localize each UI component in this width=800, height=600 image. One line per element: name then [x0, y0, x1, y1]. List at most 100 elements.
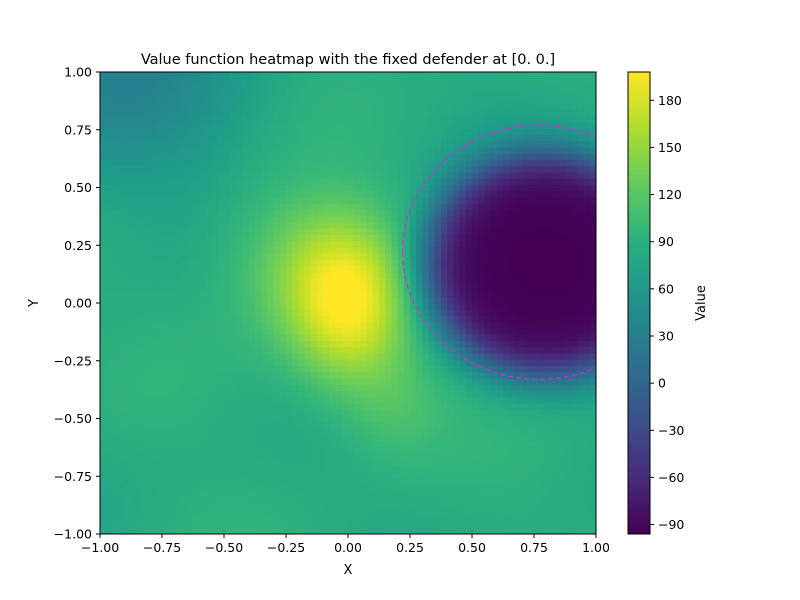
heatmap-cell	[211, 409, 219, 416]
heatmap-cell	[403, 446, 411, 454]
heatmap-cell	[137, 253, 144, 260]
heatmap-cell	[577, 159, 585, 167]
heatmap-cell	[534, 303, 541, 310]
heatmap-cell	[546, 184, 554, 192]
heatmap-cell	[292, 459, 299, 466]
heatmap-cell	[571, 196, 578, 204]
heatmap-cell	[484, 303, 492, 310]
heatmap-cell	[286, 452, 293, 460]
heatmap-cell	[341, 221, 349, 229]
heatmap-cell	[205, 271, 213, 279]
heatmap-cell	[205, 459, 213, 466]
heatmap-cell	[391, 221, 399, 229]
heatmap-cell	[410, 427, 417, 435]
heatmap-cell	[112, 215, 120, 223]
heatmap-cell	[224, 465, 231, 473]
heatmap-cell	[261, 209, 268, 217]
heatmap-cell	[298, 178, 306, 185]
heatmap-cell	[112, 484, 120, 491]
heatmap-cell	[310, 259, 318, 267]
heatmap-cell	[459, 196, 467, 204]
heatmap-cell	[279, 446, 287, 454]
heatmap-cell	[199, 352, 206, 360]
heatmap-cell	[589, 203, 596, 210]
heatmap-cell	[385, 184, 392, 192]
heatmap-cell	[180, 215, 188, 223]
heatmap-cell	[273, 221, 281, 229]
heatmap-cell	[577, 240, 585, 248]
heatmap-cell	[100, 284, 107, 292]
heatmap-cell	[453, 209, 461, 217]
heatmap-cell	[527, 471, 535, 479]
heatmap-cell	[106, 278, 113, 285]
heatmap-cell	[428, 402, 436, 410]
heatmap-cell	[366, 402, 374, 410]
heatmap-cell	[292, 496, 299, 504]
heatmap-cell	[366, 271, 374, 279]
heatmap-cell	[118, 459, 126, 466]
heatmap-cell	[143, 421, 151, 429]
heatmap-cell	[155, 309, 163, 317]
heatmap-cell	[565, 265, 572, 273]
heatmap-cell	[534, 346, 541, 354]
heatmap-cell	[589, 359, 596, 367]
heatmap-cell	[565, 178, 572, 185]
heatmap-cell	[329, 502, 337, 510]
heatmap-cell	[372, 515, 380, 523]
heatmap-cell	[248, 371, 256, 379]
heatmap-cell	[230, 377, 237, 385]
heatmap-cell	[552, 484, 560, 491]
heatmap-cell	[453, 496, 461, 504]
heatmap-cell	[472, 527, 479, 534]
heatmap-cell	[335, 402, 343, 410]
heatmap-cell	[428, 153, 436, 160]
heatmap-cell	[527, 253, 535, 260]
heatmap-cell	[162, 340, 169, 348]
heatmap-cell	[372, 265, 380, 273]
heatmap-cell	[540, 465, 547, 473]
heatmap-cell	[534, 221, 541, 229]
heatmap-cell	[459, 371, 467, 379]
heatmap-cell	[143, 146, 151, 154]
heatmap-cell	[546, 209, 554, 217]
heatmap-cell	[552, 196, 560, 204]
heatmap-cell	[453, 377, 461, 385]
heatmap-cell	[124, 427, 132, 435]
heatmap-cell	[565, 471, 572, 479]
heatmap-cell	[496, 496, 504, 504]
heatmap-cell	[236, 184, 244, 192]
heatmap-cell	[354, 278, 361, 285]
heatmap-cell	[335, 527, 343, 534]
heatmap-cell	[236, 527, 244, 534]
heatmap-cell	[372, 521, 380, 529]
heatmap-cell	[540, 521, 547, 529]
heatmap-cell	[236, 296, 244, 304]
heatmap-cell	[143, 384, 151, 391]
heatmap-cell	[589, 527, 596, 534]
heatmap-cell	[149, 352, 157, 360]
heatmap-cell	[248, 327, 256, 335]
heatmap-cell	[323, 190, 330, 198]
heatmap-cell	[310, 515, 318, 523]
heatmap-cell	[453, 384, 461, 391]
heatmap-cell	[261, 502, 268, 510]
heatmap-cell	[292, 278, 299, 285]
heatmap-cell	[168, 471, 175, 479]
heatmap-cell	[273, 253, 281, 260]
heatmap-cell	[447, 371, 454, 379]
heatmap-cell	[441, 352, 448, 360]
heatmap-cell	[540, 153, 547, 160]
heatmap-cell	[137, 377, 144, 385]
heatmap-cell	[515, 509, 523, 516]
heatmap-cell	[391, 303, 399, 310]
heatmap-cell	[379, 427, 386, 435]
heatmap-cell	[100, 371, 107, 379]
heatmap-cell	[366, 190, 374, 198]
heatmap-cell	[242, 452, 250, 460]
heatmap-cell	[273, 502, 281, 510]
heatmap-cell	[174, 303, 182, 310]
heatmap-cell	[453, 259, 461, 267]
heatmap-cell	[298, 434, 306, 441]
heatmap-cell	[155, 521, 163, 529]
heatmap-cell	[168, 228, 175, 235]
